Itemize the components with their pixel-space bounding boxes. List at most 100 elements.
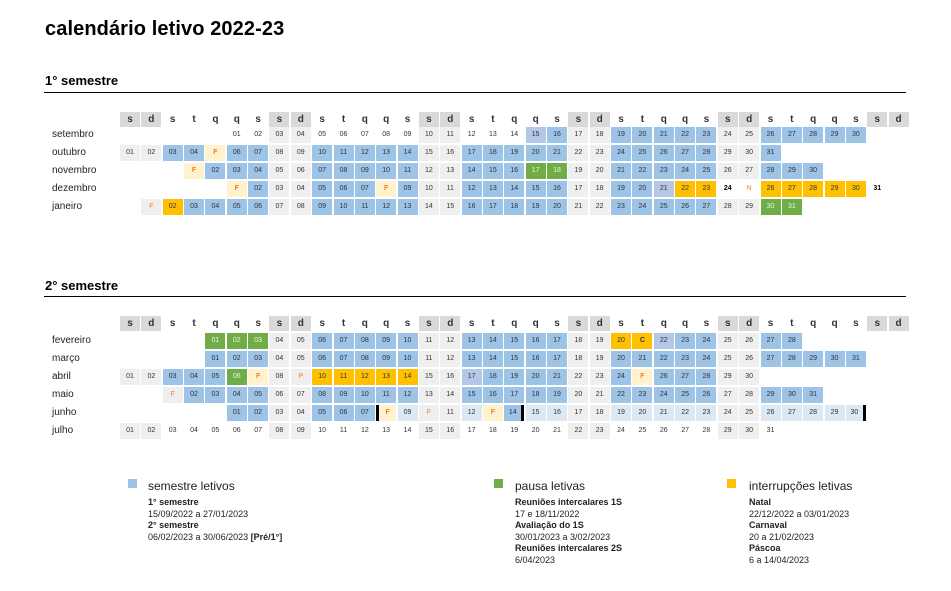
day-cell[interactable]: 15 xyxy=(461,387,482,403)
day-cell[interactable]: 11 xyxy=(333,369,354,385)
day-cell[interactable]: 30 xyxy=(824,351,845,367)
day-cell[interactable]: 02 xyxy=(184,387,205,403)
day-cell[interactable]: 03 xyxy=(162,145,183,161)
day-cell[interactable]: 24 xyxy=(696,351,717,367)
day-cell[interactable]: 26 xyxy=(717,163,738,179)
day-cell[interactable]: 10 xyxy=(397,351,418,367)
day-cell[interactable]: 02 xyxy=(162,199,183,215)
day-cell[interactable]: 15 xyxy=(525,405,546,421)
day-cell[interactable]: 02 xyxy=(226,333,247,349)
day-cell[interactable]: 17 xyxy=(504,387,525,403)
day-cell[interactable]: 04 xyxy=(269,333,290,349)
day-cell[interactable]: 07 xyxy=(312,163,333,179)
day-cell[interactable]: 31 xyxy=(760,145,781,161)
day-cell[interactable]: C xyxy=(632,333,653,349)
day-cell[interactable]: 10 xyxy=(354,387,375,403)
day-cell[interactable]: 25 xyxy=(653,199,674,215)
day-cell[interactable]: 11 xyxy=(339,427,348,434)
day-cell[interactable]: 14 xyxy=(504,181,525,197)
day-cell[interactable]: 16 xyxy=(440,145,461,161)
day-cell[interactable]: 07 xyxy=(354,405,375,421)
day-cell[interactable]: 14 xyxy=(397,369,418,385)
day-cell[interactable]: 11 xyxy=(333,145,354,161)
day-cell[interactable]: 28 xyxy=(803,127,824,143)
day-cell[interactable]: 12 xyxy=(467,131,476,138)
day-cell[interactable]: 20 xyxy=(589,163,610,179)
day-cell[interactable]: 20 xyxy=(632,181,653,197)
day-cell[interactable]: 12 xyxy=(418,163,439,179)
day-cell[interactable]: 06 xyxy=(248,199,269,215)
day-cell[interactable]: 20 xyxy=(547,199,567,215)
day-cell[interactable]: 04 xyxy=(205,199,226,215)
day-cell[interactable]: 01 xyxy=(120,423,140,439)
day-cell[interactable]: 20 xyxy=(611,333,632,349)
day-cell[interactable]: 15 xyxy=(504,333,525,349)
day-cell[interactable]: 27 xyxy=(760,333,781,349)
day-cell[interactable]: 06 xyxy=(333,405,354,421)
day-cell[interactable]: 16 xyxy=(547,181,567,197)
day-cell[interactable]: 12 xyxy=(354,145,375,161)
day-cell[interactable]: 18 xyxy=(504,199,525,215)
day-cell[interactable]: 26 xyxy=(675,199,696,215)
day-cell[interactable]: 13 xyxy=(482,181,503,197)
day-cell[interactable]: 09 xyxy=(376,351,397,367)
day-cell[interactable]: 28 xyxy=(781,333,802,349)
day-cell[interactable]: 15 xyxy=(525,127,546,143)
day-cell[interactable]: 02 xyxy=(226,351,247,367)
day-cell[interactable]: 17 xyxy=(568,405,589,421)
day-cell[interactable]: 22 xyxy=(632,163,653,179)
day-cell[interactable]: 23 xyxy=(632,387,653,403)
day-cell[interactable]: 01 xyxy=(232,131,241,138)
day-cell[interactable]: 10 xyxy=(312,369,333,385)
day-cell[interactable]: 05 xyxy=(211,427,220,434)
day-cell[interactable]: 16 xyxy=(547,405,567,421)
day-cell[interactable]: 26 xyxy=(659,427,668,434)
day-cell[interactable]: 29 xyxy=(781,163,802,179)
day-cell[interactable]: 11 xyxy=(354,199,375,215)
day-cell[interactable]: 06 xyxy=(226,145,247,161)
day-cell[interactable]: 04 xyxy=(226,387,247,403)
day-cell[interactable]: 12 xyxy=(376,199,397,215)
day-cell[interactable]: 21 xyxy=(653,405,674,421)
day-cell[interactable]: 10 xyxy=(376,163,397,179)
day-cell[interactable]: 11 xyxy=(418,351,439,367)
day-cell[interactable]: 24 xyxy=(617,427,625,434)
day-cell[interactable]: 28 xyxy=(760,163,781,179)
day-cell[interactable]: 31 xyxy=(873,185,882,192)
day-cell[interactable]: 22 xyxy=(653,351,674,367)
day-cell[interactable]: 03 xyxy=(248,351,269,367)
day-cell[interactable]: 30 xyxy=(739,145,760,161)
day-cell[interactable]: 21 xyxy=(653,181,674,197)
day-cell[interactable]: 25 xyxy=(717,333,738,349)
day-cell[interactable]: 03 xyxy=(184,199,205,215)
day-cell[interactable]: 19 xyxy=(504,369,525,385)
day-cell[interactable]: 23 xyxy=(653,163,674,179)
day-cell[interactable]: 14 xyxy=(418,199,439,215)
day-cell[interactable]: 07 xyxy=(333,351,354,367)
day-cell[interactable]: 28 xyxy=(717,199,738,215)
day-cell[interactable]: 22 xyxy=(675,405,696,421)
day-cell[interactable]: 23 xyxy=(675,351,696,367)
day-cell[interactable]: 07 xyxy=(354,181,375,197)
day-cell[interactable]: 27 xyxy=(760,351,781,367)
day-cell[interactable]: 24 xyxy=(675,163,696,179)
day-cell[interactable]: 16 xyxy=(461,199,482,215)
day-cell[interactable]: 25 xyxy=(739,405,760,421)
day-cell[interactable]: 23 xyxy=(589,145,610,161)
day-cell[interactable]: 25 xyxy=(675,387,696,403)
day-cell[interactable]: 14 xyxy=(403,427,412,434)
day-cell[interactable]: 08 xyxy=(269,145,290,161)
day-cell[interactable]: 11 xyxy=(440,181,461,197)
day-cell[interactable]: 12 xyxy=(461,181,482,197)
day-cell[interactable]: 12 xyxy=(397,387,418,403)
day-cell[interactable]: F xyxy=(162,387,183,403)
day-cell[interactable]: 28 xyxy=(702,427,711,434)
day-cell[interactable]: 27 xyxy=(696,199,717,215)
day-cell[interactable]: 21 xyxy=(547,369,567,385)
day-cell[interactable]: 30 xyxy=(739,369,760,385)
day-cell[interactable]: 23 xyxy=(589,423,610,439)
day-cell[interactable]: 22 xyxy=(568,423,589,439)
day-cell[interactable]: 28 xyxy=(739,387,760,403)
day-cell[interactable]: 22 xyxy=(653,333,674,349)
day-cell[interactable]: 24 xyxy=(632,199,653,215)
